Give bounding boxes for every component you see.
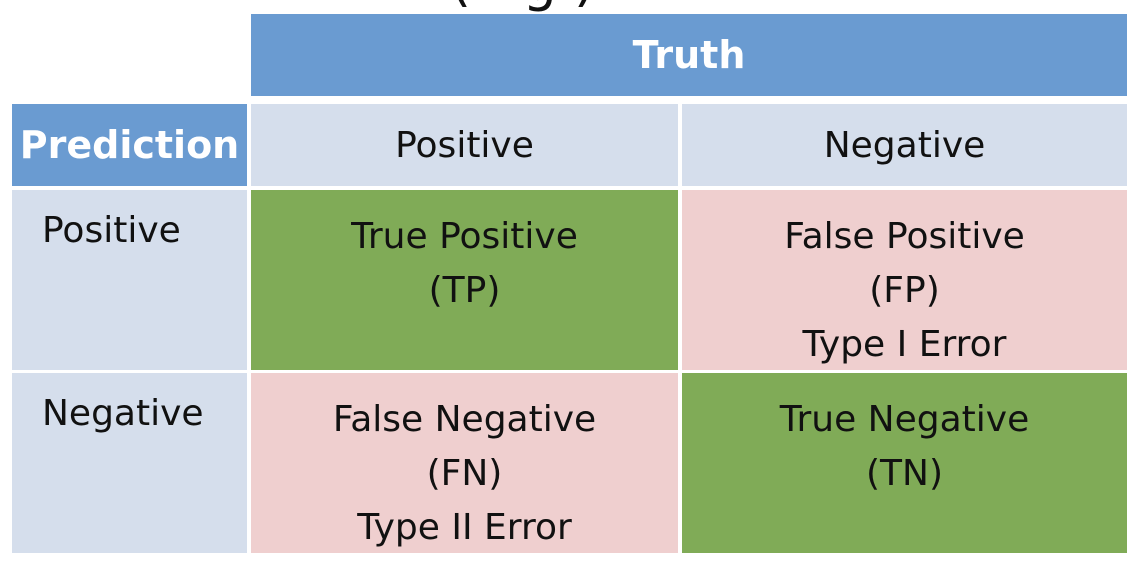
prediction-header-label: Prediction	[19, 123, 240, 167]
column-header-negative: Negative	[682, 104, 1127, 186]
cell-fp-error-type: Type I Error	[802, 324, 1007, 365]
truth-header: Truth	[251, 14, 1127, 96]
cell-fp-name: False Positive	[784, 216, 1025, 257]
column-header-positive: Positive	[251, 104, 678, 186]
cell-tp-name: True Positive	[351, 216, 578, 257]
prediction-header: Prediction	[12, 104, 247, 186]
row-label-negative-text: Negative	[42, 393, 204, 434]
row-label-positive-text: Positive	[42, 210, 181, 251]
cell-fn-error-type: Type II Error	[357, 507, 572, 548]
column-header-negative-label: Negative	[823, 124, 986, 166]
cell-tn-abbrev: (TN)	[865, 453, 943, 494]
cell-fn-abbrev: (FN)	[426, 453, 503, 494]
column-header-positive-label: Positive	[395, 124, 534, 166]
cell-tp-abbrev: (TP)	[428, 270, 501, 311]
cell-fp-abbrev: (FP)	[869, 270, 940, 311]
cell-tn-name: True Negative	[779, 399, 1030, 440]
cell-false-positive: False Positive (FP) Type I Error	[682, 190, 1127, 370]
truth-header-label: Truth	[632, 33, 746, 77]
cell-fn-name: False Negative	[332, 399, 597, 440]
cell-false-negative: False Negative (FN) Type II Error	[251, 373, 678, 553]
cell-true-positive: True Positive (TP)	[251, 190, 678, 370]
row-label-negative: Negative	[12, 373, 247, 553]
row-label-positive: Positive	[12, 190, 247, 370]
cell-true-negative: True Negative (TN)	[682, 373, 1127, 553]
cut-off-title: ( · g )	[450, 0, 1140, 12]
